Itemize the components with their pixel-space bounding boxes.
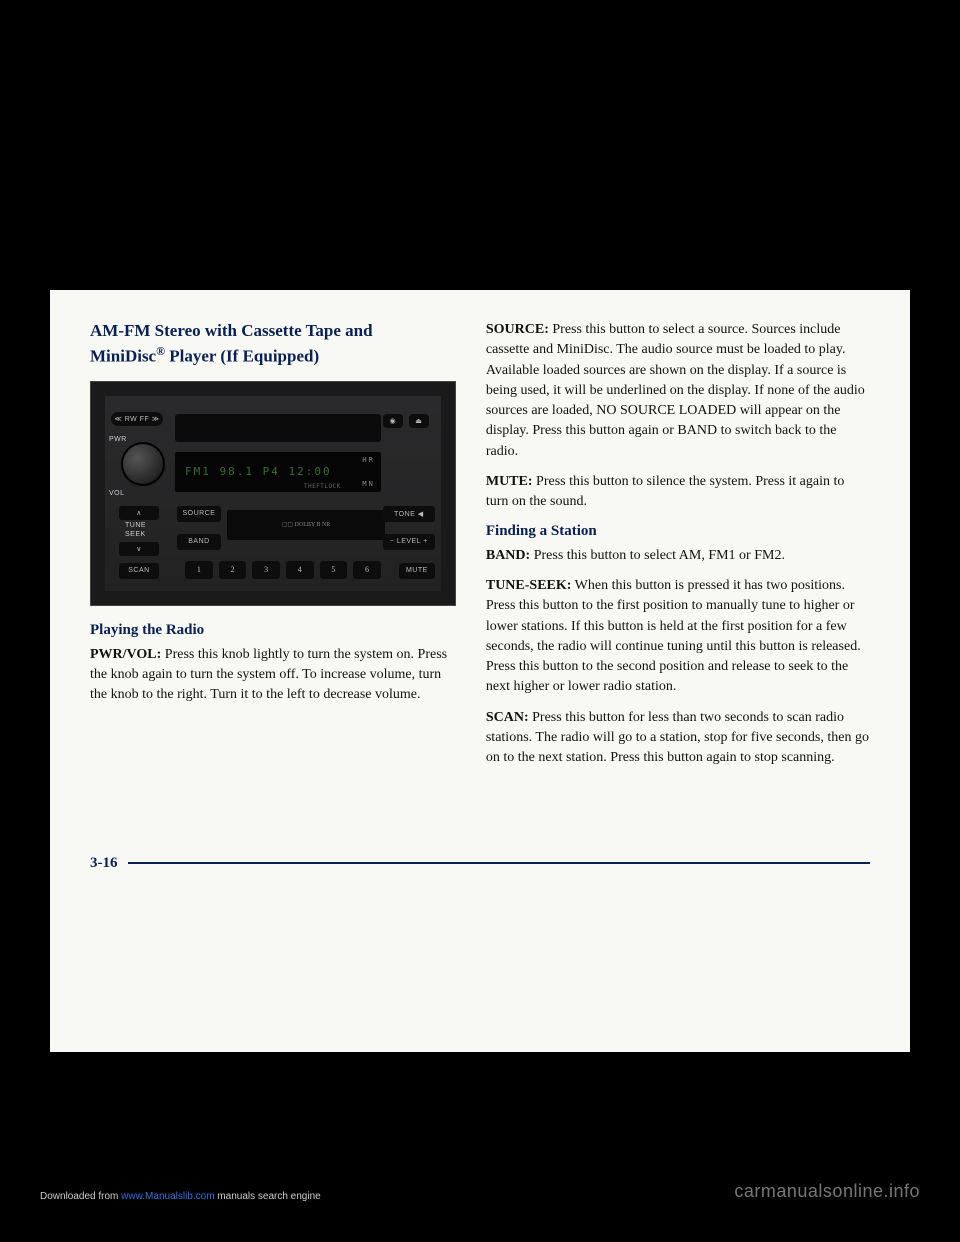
- tune-down-button: ∨: [119, 542, 159, 556]
- band-button: BAND: [177, 534, 221, 550]
- source-text: Press this button to select a source. So…: [486, 322, 865, 459]
- vol-label: VOL: [109, 490, 125, 497]
- footer-dl-post: manuals search engine: [215, 1191, 321, 1202]
- band-term: BAND:: [486, 548, 530, 563]
- footer-right: carmanualsonline.info: [734, 1181, 920, 1202]
- tuneseek-paragraph: TUNE-SEEK: When this button is pressed i…: [486, 576, 870, 698]
- playing-radio-subhead: Playing the Radio: [90, 622, 456, 639]
- scan-paragraph: SCAN: Press this button for less than tw…: [486, 708, 870, 769]
- eject-button: ⏏: [409, 414, 429, 428]
- heading-line1: AM-FM Stereo with Cassette Tape and: [90, 321, 373, 340]
- disc-button: ◉: [383, 414, 403, 428]
- pwrvol-paragraph: PWR/VOL: Press this knob lightly to turn…: [90, 645, 456, 706]
- scan-text: Press this button for less than two seco…: [486, 710, 869, 766]
- manual-page: AM-FM Stereo with Cassette Tape and Mini…: [50, 290, 910, 1052]
- cassette-slot: ▢▢ DOLBY B NR: [227, 510, 385, 540]
- footer-dl-link[interactable]: www.Manualslib.com: [121, 1191, 214, 1202]
- mute-term: MUTE:: [486, 474, 533, 489]
- lcd-display: FM1 98.1 P4 12:00 HR MN THEFTLOCK: [175, 452, 381, 492]
- hr-label: HR: [362, 456, 374, 464]
- tone-button: TONE ◀: [383, 506, 435, 522]
- source-term: SOURCE:: [486, 322, 549, 337]
- finding-station-subhead: Finding a Station: [486, 523, 870, 540]
- preset-6: 6: [353, 561, 381, 579]
- tape-slot: [175, 414, 381, 442]
- footer-left: Downloaded from www.Manualslib.com manua…: [40, 1191, 321, 1202]
- pwrvol-term: PWR/VOL:: [90, 647, 161, 662]
- band-text: Press this button to select AM, FM1 or F…: [530, 548, 785, 563]
- mn-label: MN: [362, 480, 374, 488]
- level-button: − LEVEL +: [383, 534, 435, 550]
- theftlock-label: THEFTLOCK: [304, 483, 341, 490]
- mute-paragraph: MUTE: Press this button to silence the s…: [486, 472, 870, 513]
- mute-button: MUTE: [399, 563, 435, 579]
- pwr-label: PWR: [109, 436, 127, 443]
- dolby-label: ▢▢ DOLBY B NR: [282, 521, 331, 528]
- radio-illustration: ≪ RW FF ≫ ◉ ⏏ PWR VOL FM1 98.1 P4 12:00 …: [90, 381, 456, 606]
- preset-1: 1: [185, 561, 213, 579]
- source-paragraph: SOURCE: Press this button to select a so…: [486, 320, 870, 462]
- preset-2: 2: [219, 561, 247, 579]
- tune-up-button: ∧: [119, 506, 159, 520]
- footer-dl-pre: Downloaded from: [40, 1191, 121, 1202]
- heading-line2-post: Player (If Equipped): [165, 347, 319, 366]
- mute-text: Press this button to silence the system.…: [486, 474, 845, 509]
- preset-3: 3: [252, 561, 280, 579]
- preset-4: 4: [286, 561, 314, 579]
- page-number-row: 3-16: [90, 855, 870, 872]
- page-number: 3-16: [90, 855, 118, 872]
- lcd-text: FM1 98.1 P4 12:00: [185, 465, 332, 478]
- tuneseek-text: When this button is pressed it has two p…: [486, 578, 861, 694]
- scan-button: SCAN: [119, 563, 159, 579]
- band-paragraph: BAND: Press this button to select AM, FM…: [486, 546, 870, 566]
- rw-ff-button: ≪ RW FF ≫: [111, 412, 163, 426]
- preset-row: 1 2 3 4 5 6: [185, 561, 381, 579]
- tune-label: TUNE: [125, 522, 146, 529]
- heading-line2-pre: MiniDisc: [90, 347, 156, 366]
- scan-term: SCAN:: [486, 710, 529, 725]
- volume-knob: [121, 442, 165, 486]
- heading-sup: ®: [156, 344, 165, 358]
- tuneseek-term: TUNE-SEEK:: [486, 578, 572, 593]
- section-heading: AM-FM Stereo with Cassette Tape and Mini…: [90, 320, 456, 369]
- seek-label: SEEK: [125, 531, 146, 538]
- page-rule: [128, 862, 871, 864]
- source-button: SOURCE: [177, 506, 221, 522]
- preset-5: 5: [320, 561, 348, 579]
